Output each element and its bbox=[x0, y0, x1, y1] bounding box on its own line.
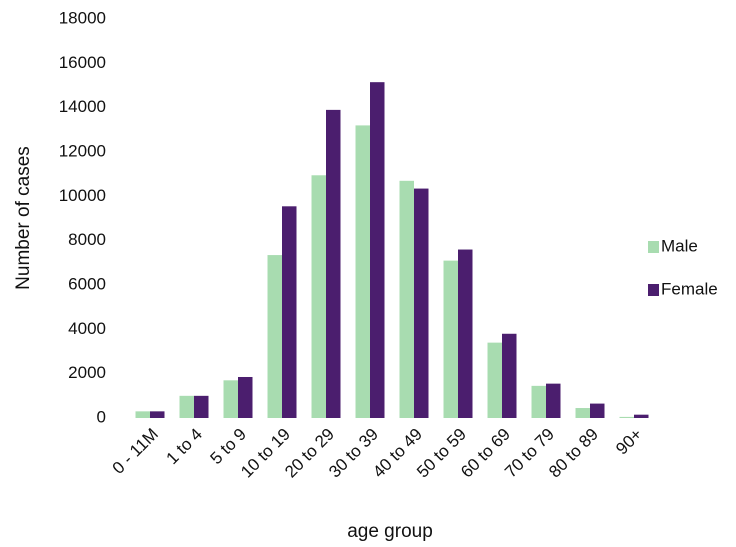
y-axis-title: Number of cases bbox=[13, 146, 34, 290]
x-tick-label: 90+ bbox=[612, 425, 646, 459]
bar bbox=[223, 380, 238, 418]
legend-label: Female bbox=[661, 279, 718, 298]
bar bbox=[135, 411, 150, 418]
x-tick-label: 80 to 89 bbox=[545, 425, 602, 482]
y-tick-label: 6000 bbox=[68, 274, 106, 293]
bar bbox=[487, 342, 502, 418]
x-axis-title: age group bbox=[347, 521, 433, 542]
bar bbox=[590, 403, 605, 418]
bar bbox=[267, 255, 282, 418]
y-tick-label: 2000 bbox=[68, 363, 106, 382]
y-tick-label: 8000 bbox=[68, 230, 106, 249]
bar bbox=[282, 206, 297, 418]
bar bbox=[194, 395, 209, 418]
bar bbox=[150, 411, 165, 418]
y-tick-label: 4000 bbox=[68, 319, 106, 338]
bar bbox=[238, 376, 253, 418]
legend-swatch bbox=[648, 241, 659, 253]
y-tick-label: 18000 bbox=[59, 8, 106, 27]
x-tick-label: 1 to 4 bbox=[162, 425, 206, 469]
x-tick-label: 0 - 11M bbox=[109, 425, 162, 478]
y-tick-label: 10000 bbox=[59, 186, 106, 205]
bar bbox=[179, 395, 194, 418]
bar bbox=[502, 333, 517, 418]
bar bbox=[414, 188, 429, 418]
bar bbox=[634, 414, 649, 418]
y-tick-label: 16000 bbox=[59, 53, 106, 72]
bar bbox=[311, 175, 326, 418]
legend-label: Male bbox=[661, 236, 698, 255]
bar bbox=[619, 416, 634, 418]
bar bbox=[458, 249, 473, 418]
bar bbox=[355, 125, 370, 419]
bar bbox=[531, 385, 546, 418]
bar bbox=[370, 82, 385, 419]
bar bbox=[399, 180, 414, 418]
bar bbox=[546, 383, 561, 418]
bar bbox=[326, 109, 341, 418]
y-tick-label: 0 bbox=[97, 407, 106, 426]
y-tick-label: 14000 bbox=[59, 97, 106, 116]
y-tick-label: 12000 bbox=[59, 141, 106, 160]
legend-swatch bbox=[648, 284, 659, 296]
bar bbox=[443, 260, 458, 418]
bar bbox=[575, 408, 590, 418]
